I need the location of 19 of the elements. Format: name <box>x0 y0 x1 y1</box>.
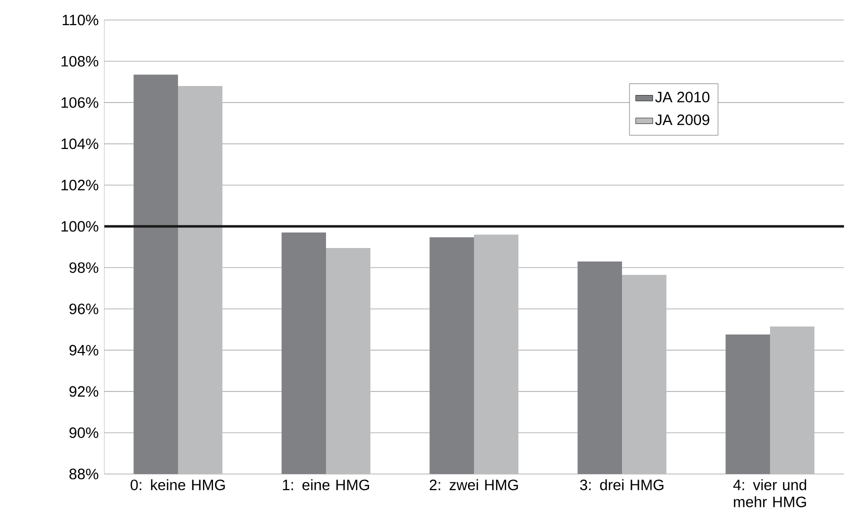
y-tick-label: 106% <box>62 97 98 108</box>
y-tick-label: 110% <box>62 14 98 26</box>
x-tick-label: 3: drei HMG <box>580 479 664 490</box>
y-tick-label: 98% <box>69 262 98 273</box>
y-tick-label: 104% <box>62 138 98 150</box>
y-tick-label: 102% <box>62 180 98 190</box>
y-tick-label: 92% <box>69 386 98 397</box>
y-tick-label: 108% <box>62 56 98 67</box>
x-tick-label: 4: vier und mehr HMG <box>733 479 806 508</box>
x-tick-label: 0: keine HMG <box>130 479 225 490</box>
legend-label: JA 2009 <box>655 114 710 126</box>
y-tick-label: 88% <box>69 468 98 480</box>
y-tick-label: 90% <box>69 427 98 438</box>
y-tick-label: 94% <box>69 344 98 356</box>
y-tick-label: 100% <box>62 221 98 232</box>
legend-label: JA 2010 <box>655 92 710 102</box>
x-tick-label: 2: zwei HMG <box>430 479 518 490</box>
y-tick-label: 96% <box>69 304 98 314</box>
x-tick-label: 1: eine HMG <box>282 479 370 490</box>
